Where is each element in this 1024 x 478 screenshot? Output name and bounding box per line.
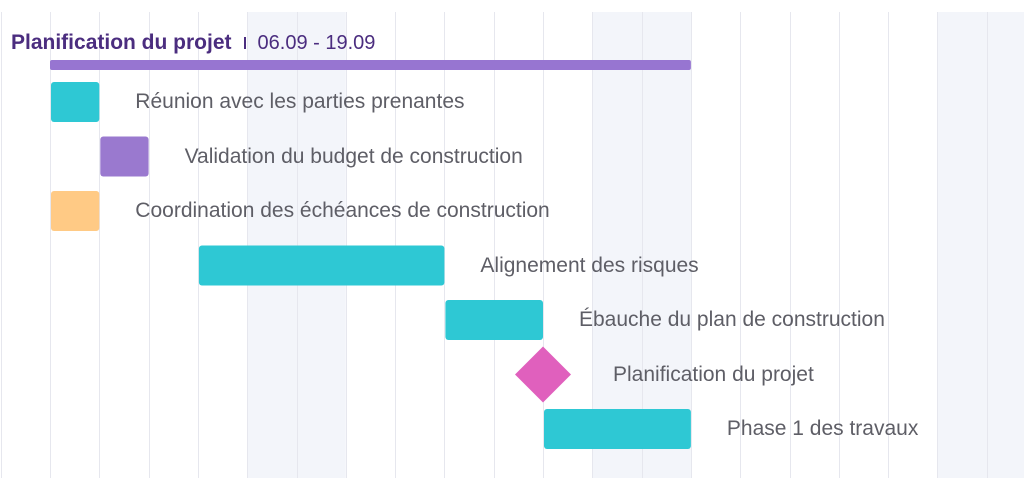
task-bar[interactable] — [445, 300, 543, 340]
task-bar[interactable] — [198, 245, 445, 286]
milestone-diamond[interactable] — [515, 346, 571, 403]
task-label: Coordination des échéances de constructi… — [135, 199, 550, 222]
weekend-band — [247, 12, 346, 478]
weekend-band — [937, 12, 1024, 478]
project-title: Planification du projet — [11, 31, 232, 54]
task-label: Ébauche du plan de construction — [579, 308, 885, 331]
task-bar[interactable] — [51, 82, 100, 122]
project-date-range: 06.09 - 19.09 — [257, 31, 376, 54]
task-label: Validation du budget de construction — [184, 144, 523, 168]
task-bar[interactable] — [100, 136, 149, 177]
project-header: Planification du projet 06.09 - 19.09 — [11, 28, 375, 58]
header-separator — [243, 37, 246, 49]
task-bar[interactable] — [544, 409, 691, 449]
task-label: Phase 1 des travaux — [726, 417, 919, 440]
task-label: Alignement des risques — [480, 253, 699, 277]
summary-bar[interactable] — [50, 60, 691, 70]
weekend-band — [592, 12, 691, 478]
task-label: Planification du projet — [613, 362, 814, 386]
task-bar[interactable] — [51, 191, 100, 231]
task-label: Réunion avec les parties prenantes — [135, 90, 465, 113]
